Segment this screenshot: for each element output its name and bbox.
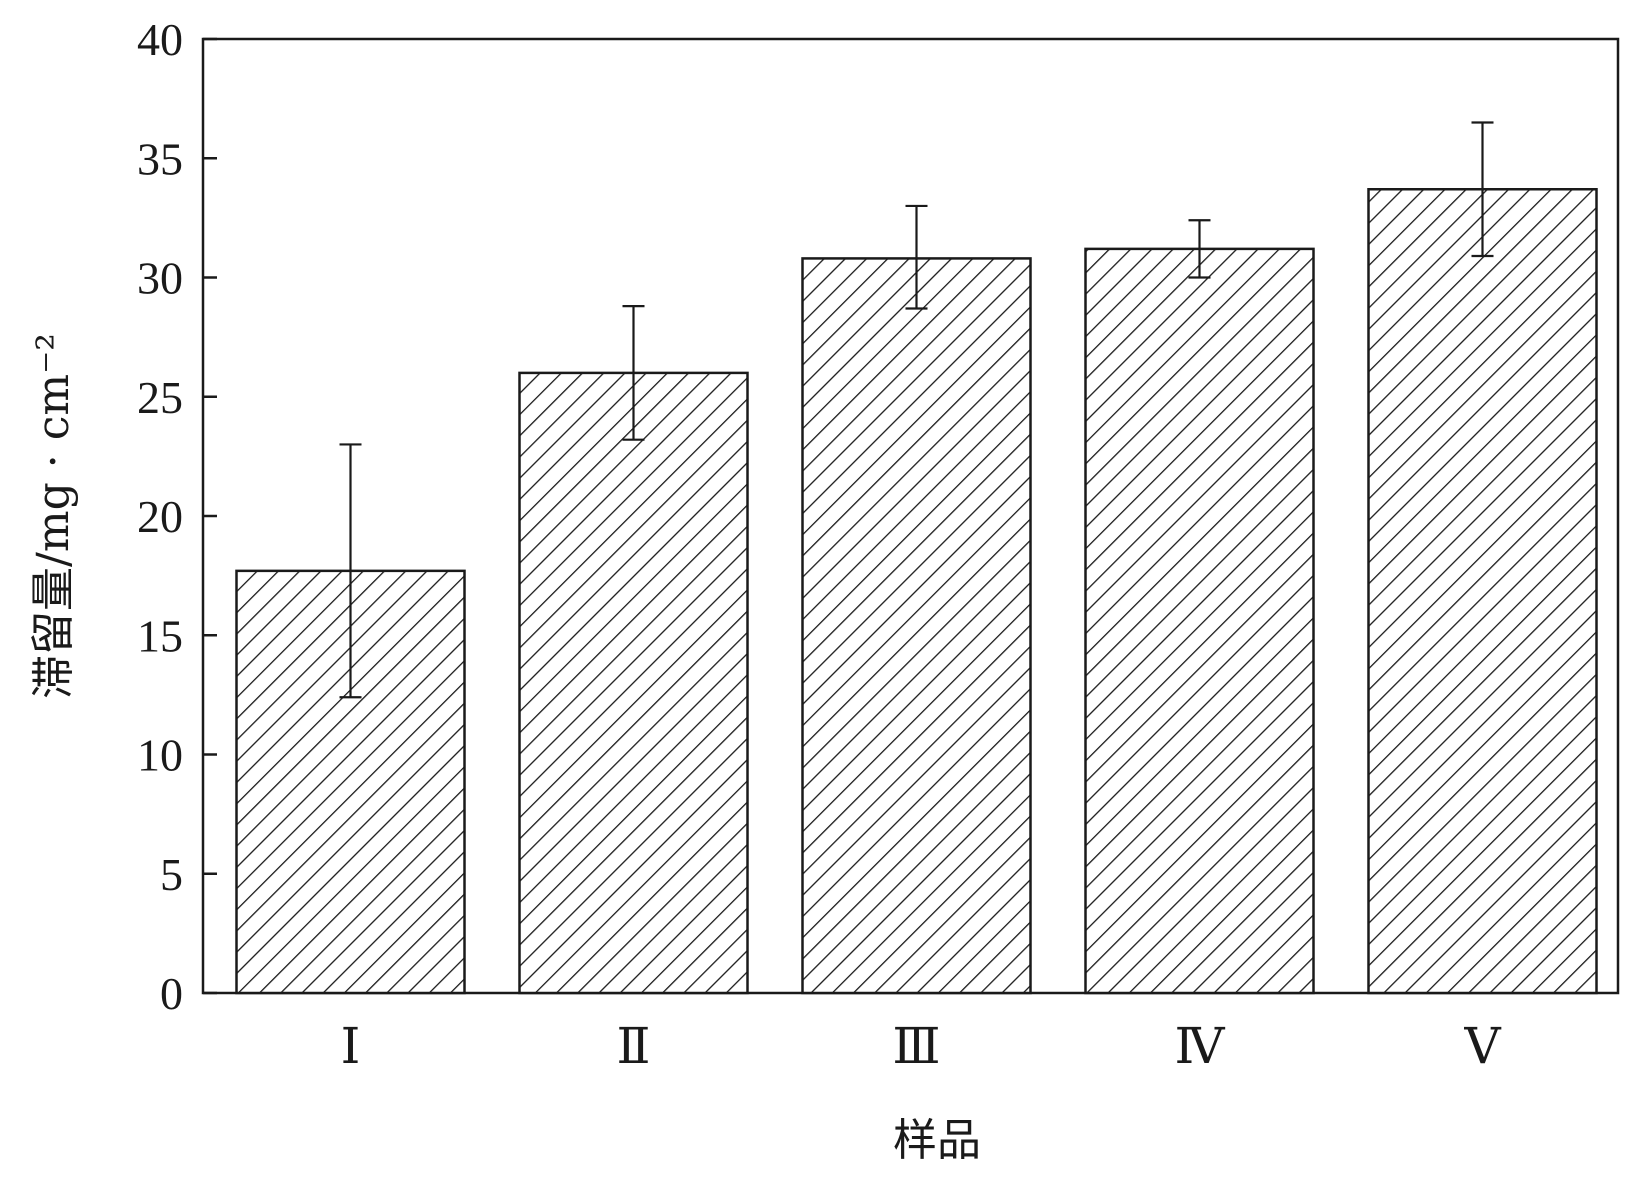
x-axis-labels: Ⅰ Ⅱ Ⅲ Ⅳ Ⅴ <box>341 1018 1502 1074</box>
y-tick-label: 0 <box>160 968 183 1019</box>
x-axis-title: 样品 <box>893 1115 981 1166</box>
x-tick-label: Ⅴ <box>1463 1018 1501 1074</box>
y-tick-label: 25 <box>137 372 183 423</box>
y-tick-label: 10 <box>137 730 183 781</box>
y-tick-label: 5 <box>160 849 183 900</box>
bar <box>518 371 749 995</box>
x-tick-label: Ⅱ <box>617 1018 651 1074</box>
y-tick-label: 20 <box>137 491 183 542</box>
y-axis-title: 滞留量/mg · cm⁻² <box>28 333 79 699</box>
bars-group <box>235 188 1598 995</box>
bar <box>1084 247 1315 995</box>
bar <box>1367 188 1598 995</box>
y-axis-ticks: 0 5 10 15 20 25 30 35 40 <box>137 14 217 1019</box>
bar <box>801 257 1032 995</box>
y-tick-label: 15 <box>137 610 183 661</box>
x-tick-label: Ⅲ <box>892 1018 940 1074</box>
y-tick-label: 40 <box>137 14 183 65</box>
x-tick-label: Ⅰ <box>341 1018 361 1074</box>
y-tick-label: 35 <box>137 133 183 184</box>
x-tick-label: Ⅳ <box>1175 1018 1226 1074</box>
y-tick-label: 30 <box>137 253 183 304</box>
error-bars-group <box>339 121 1494 699</box>
